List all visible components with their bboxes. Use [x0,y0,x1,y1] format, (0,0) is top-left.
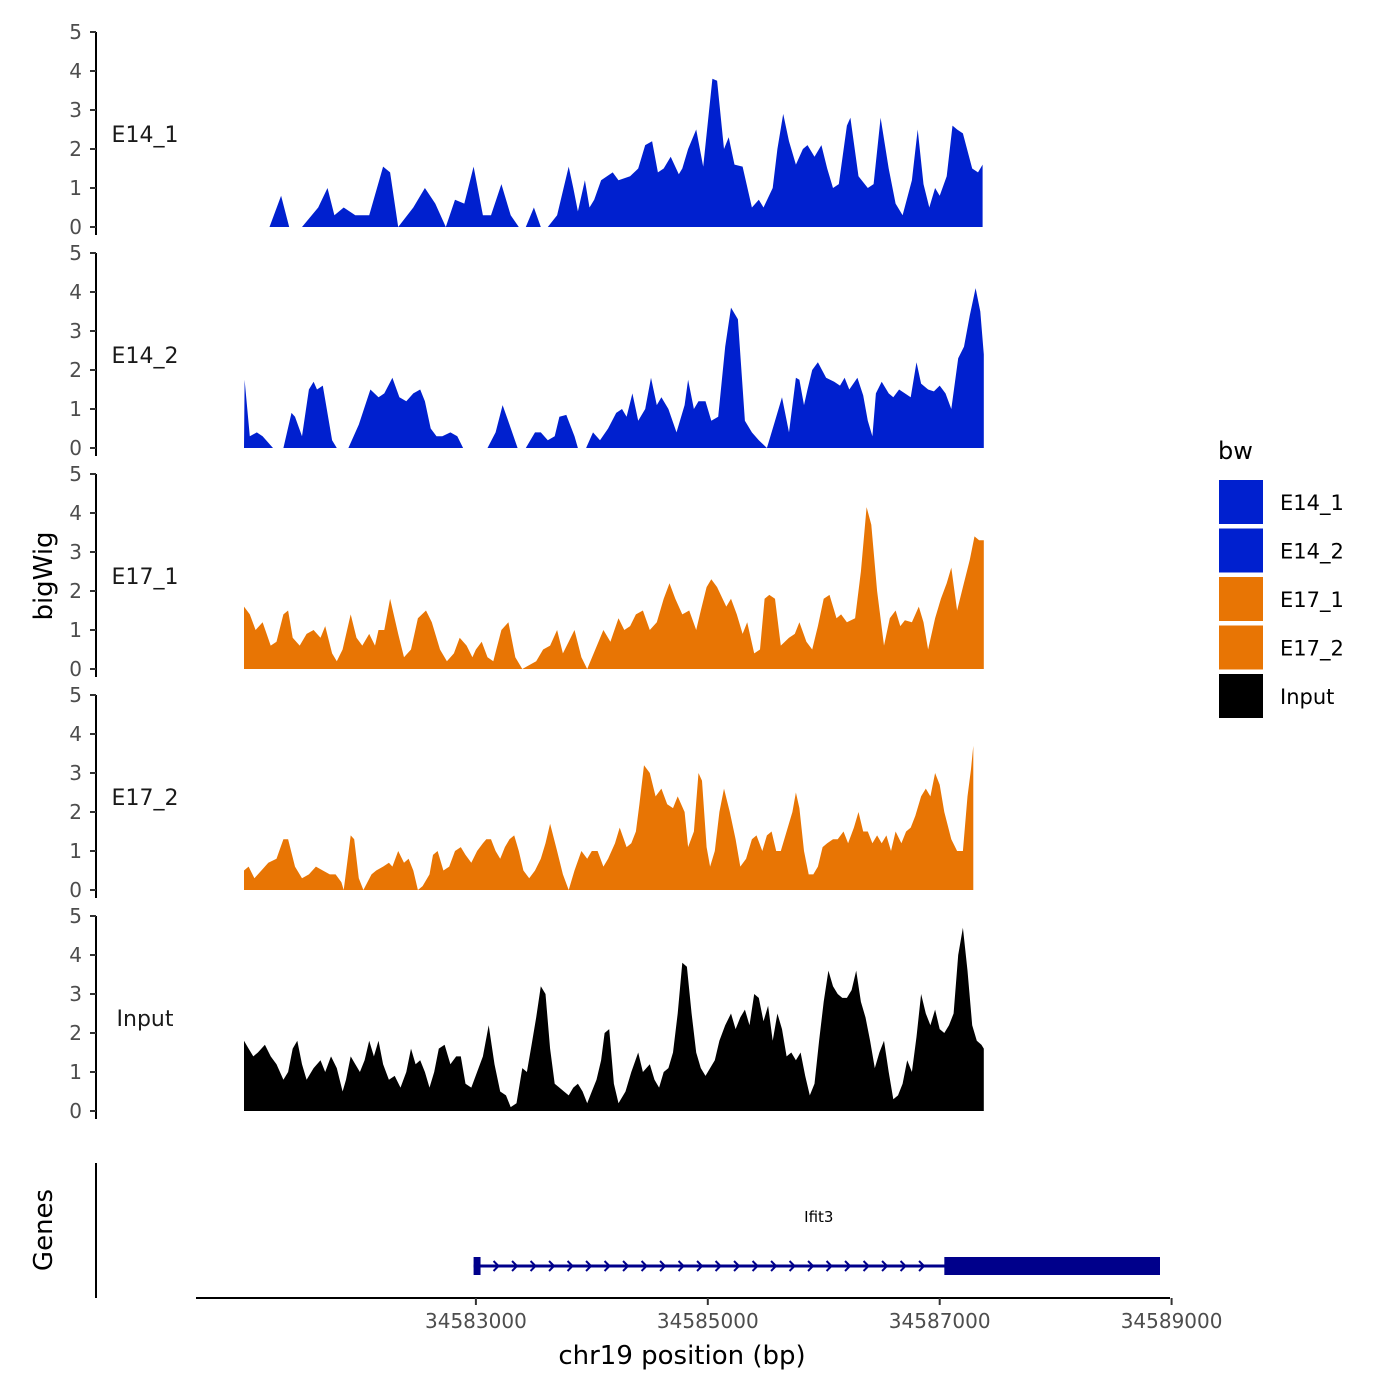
strand-arrow [881,1260,889,1272]
x-tick-label: 34583000 [425,1309,527,1333]
strand-arrow [751,1260,759,1272]
strand-arrow [770,1260,778,1272]
strand-arrow [918,1260,926,1272]
strand-arrow [511,1260,519,1272]
y-tick-label: 3 [69,982,82,1006]
y-tick-label: 0 [69,215,82,239]
strand-arrow [733,1260,741,1272]
strand-arrow [622,1260,630,1272]
x-tick-label: 34585000 [657,1309,759,1333]
track-label: E17_2 [112,786,179,811]
track-label: E17_1 [112,565,179,590]
strand-arrow [492,1260,500,1272]
gene-name-label: Ifit3 [804,1208,833,1226]
y-tick-label: 1 [69,397,82,421]
track-E14_1: 0 1 2 3 4 5 E14_1 [69,20,983,239]
legend-swatch-E14_2 [1219,528,1263,573]
track-label: E14_1 [112,123,179,148]
x-tick-label: 34589000 [1121,1309,1223,1333]
legend-swatch-E17_2 [1219,625,1263,670]
strand-arrow [640,1260,648,1272]
y-tick-label: 5 [69,683,82,707]
y-tick-label: 3 [69,98,82,122]
strand-arrow [807,1260,815,1272]
y-tick-label: 2 [69,358,82,382]
strand-arrow [677,1260,685,1272]
gene-exon [944,1257,1160,1275]
track-E17_2: 0 1 2 3 4 5 E17_2 [69,683,974,902]
legend-label: E17_2 [1280,637,1344,662]
y-tick-label: 2 [69,1021,82,1045]
y-tick-label: 2 [69,800,82,824]
track-E17_1: 0 1 2 3 4 5 E17_1 [69,462,984,681]
legend-label: Input [1280,685,1334,709]
y-tick-label: 1 [69,1060,82,1084]
y-tick-label: 4 [69,501,82,525]
gene-Ifit3: Ifit3 [473,1208,1160,1275]
strand-arrow [659,1260,667,1272]
strand-arrow [696,1260,704,1272]
gene-panel-title: Genes [29,1189,59,1271]
y-tick-label: 5 [69,241,82,265]
signal-area-Input [244,927,984,1111]
y-tick-label: 4 [69,943,82,967]
signal-area-E14_2 [244,288,984,448]
signal-area-E14_1 [269,78,983,227]
y-tick-label: 1 [69,176,82,200]
y-tick-label: 0 [69,436,82,460]
y-tick-label: 1 [69,839,82,863]
track-Input: 0 1 2 3 4 5 Input [69,904,984,1123]
y-tick-label: 5 [69,462,82,486]
y-tick-label: 3 [69,761,82,785]
y-tick-label: 4 [69,59,82,83]
y-tick-label: 0 [69,657,82,681]
strand-arrow [566,1260,574,1272]
legend-label: E14_1 [1280,491,1344,516]
strand-arrow [548,1260,556,1272]
strand-arrow [714,1260,722,1272]
legend: bw E14_1 E14_2 E17_1 E17_2 Input [1218,437,1344,718]
legend-title: bw [1218,437,1253,465]
strand-arrow [825,1260,833,1272]
x-tick-label: 34587000 [889,1309,991,1333]
y-axis-title: bigWig [29,531,59,620]
legend-swatch-E14_1 [1219,480,1263,524]
x-axis: 34583000 34585000 34587000 34589000 chr19 p… [196,1297,1222,1371]
y-tick-label: 4 [69,280,82,304]
legend-label: E14_2 [1280,540,1344,565]
track-label: Input [117,1007,174,1032]
x-axis-title: chr19 position (bp) [558,1341,805,1371]
y-tick-label: 2 [69,579,82,603]
gene-models: Ifit3 [473,1208,1160,1275]
y-tick-label: 2 [69,137,82,161]
track-label: E14_2 [112,344,179,369]
y-tick-label: 3 [69,540,82,564]
y-tick-label: 1 [69,618,82,642]
legend-swatch-E17_1 [1219,577,1263,621]
y-tick-label: 5 [69,904,82,928]
gene-exon [473,1257,481,1275]
legend-entries: E14_1 E14_2 E17_1 E17_2 Input [1219,480,1344,718]
track-E14_2: 0 1 2 3 4 5 E14_2 [69,241,984,460]
y-tick-label: 4 [69,722,82,746]
legend-swatch-Input [1219,674,1263,718]
y-tick-label: 3 [69,319,82,343]
y-tick-label: 5 [69,20,82,44]
y-tick-label: 0 [69,878,82,902]
strand-arrow [529,1260,537,1272]
strand-arrow [788,1260,796,1272]
y-tick-label: 0 [69,1099,82,1123]
x-axis-ticks: 34583000 34585000 34587000 34589000 [425,1298,1222,1333]
signal-area-E17_1 [244,507,984,669]
tracks: 0 1 2 3 4 5 E14_1 0 1 2 3 4 5 E14_2 0 1 2 3 4 5 E17_1 0 1 2 3 4 5 E… [69,20,984,1123]
strand-arrow [603,1260,611,1272]
signal-area-E17_2 [244,745,974,890]
strand-arrow [844,1260,852,1272]
legend-label: E17_1 [1280,588,1344,613]
strand-arrow [862,1260,870,1272]
strand-arrow [585,1260,593,1272]
strand-arrow [899,1260,907,1272]
gene-panel: Genes Ifit3 [29,1163,1160,1298]
